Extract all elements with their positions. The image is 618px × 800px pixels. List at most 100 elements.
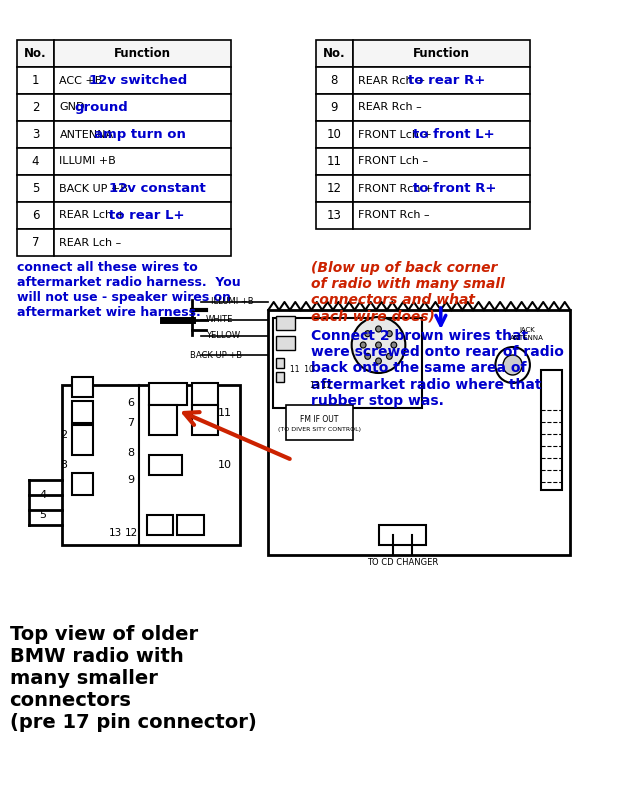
Text: 11: 11 bbox=[327, 155, 342, 168]
Circle shape bbox=[376, 342, 381, 348]
Bar bbox=[54, 67, 231, 94]
Text: 11: 11 bbox=[218, 408, 232, 418]
Bar bbox=[17, 121, 54, 148]
Text: 9: 9 bbox=[127, 475, 134, 485]
Bar bbox=[353, 40, 530, 67]
Bar bbox=[54, 148, 231, 175]
Text: 2: 2 bbox=[32, 101, 39, 114]
Text: 12v constant: 12v constant bbox=[109, 182, 206, 195]
Text: WHITE: WHITE bbox=[206, 315, 234, 325]
Text: 11  10: 11 10 bbox=[290, 366, 314, 374]
Bar bbox=[17, 229, 54, 256]
Circle shape bbox=[391, 342, 397, 348]
Text: to front R+: to front R+ bbox=[413, 182, 497, 195]
Bar bbox=[316, 175, 353, 202]
Bar bbox=[72, 401, 93, 423]
Circle shape bbox=[496, 347, 530, 383]
Circle shape bbox=[365, 330, 371, 337]
Text: REAR Lch +: REAR Lch + bbox=[59, 210, 125, 221]
Bar bbox=[17, 94, 54, 121]
Circle shape bbox=[386, 330, 392, 337]
Bar bbox=[316, 202, 353, 229]
Text: 13 12: 13 12 bbox=[310, 381, 332, 390]
Bar bbox=[541, 370, 562, 490]
Text: ground: ground bbox=[74, 101, 128, 114]
Bar bbox=[316, 67, 353, 94]
Circle shape bbox=[376, 326, 381, 332]
Text: ILLUMI +B: ILLUMI +B bbox=[59, 157, 116, 166]
Bar bbox=[353, 148, 530, 175]
Text: 5: 5 bbox=[32, 182, 39, 195]
Text: GND: GND bbox=[59, 102, 85, 113]
Bar bbox=[273, 318, 421, 408]
Text: REAR Lch –: REAR Lch – bbox=[59, 238, 122, 247]
Text: FM IF OUT: FM IF OUT bbox=[300, 415, 338, 425]
Bar bbox=[353, 202, 530, 229]
Bar bbox=[72, 425, 93, 455]
Text: ANTENNA: ANTENNA bbox=[59, 130, 114, 139]
Text: YELLOW: YELLOW bbox=[206, 331, 240, 341]
Bar bbox=[17, 148, 54, 175]
Bar bbox=[148, 405, 177, 435]
Text: Function: Function bbox=[413, 47, 470, 60]
Text: 6: 6 bbox=[32, 209, 39, 222]
Bar bbox=[54, 202, 231, 229]
Text: 4: 4 bbox=[40, 490, 47, 500]
Bar bbox=[17, 175, 54, 202]
Text: to front L+: to front L+ bbox=[413, 128, 495, 141]
Text: BACK UP +B: BACK UP +B bbox=[59, 183, 129, 194]
Text: ANTENNA: ANTENNA bbox=[510, 335, 544, 341]
Text: No.: No. bbox=[24, 47, 47, 60]
Bar bbox=[192, 383, 219, 405]
Bar bbox=[54, 229, 231, 256]
Bar bbox=[378, 525, 426, 545]
Bar bbox=[316, 40, 353, 67]
Bar bbox=[316, 148, 353, 175]
Bar bbox=[268, 310, 570, 555]
Bar bbox=[353, 94, 530, 121]
Bar bbox=[286, 405, 353, 440]
Text: JACK: JACK bbox=[519, 327, 535, 333]
Circle shape bbox=[386, 354, 392, 359]
Text: ACC +B: ACC +B bbox=[59, 75, 103, 86]
Bar bbox=[54, 40, 231, 67]
Bar bbox=[276, 316, 295, 330]
Circle shape bbox=[352, 317, 405, 373]
Text: 13: 13 bbox=[108, 528, 122, 538]
Text: ILLUMI +B: ILLUMI +B bbox=[211, 298, 253, 306]
Text: 5: 5 bbox=[40, 510, 46, 520]
Text: BACK UP +B: BACK UP +B bbox=[190, 350, 242, 359]
Bar bbox=[54, 121, 231, 148]
Text: amp turn on: amp turn on bbox=[95, 128, 186, 141]
Bar bbox=[177, 515, 204, 535]
Bar bbox=[62, 385, 240, 545]
Text: REAR Rch +: REAR Rch + bbox=[358, 75, 426, 86]
Text: Connect 2 brown wires that
were screwed onto rear of radio
back onto the same ar: Connect 2 brown wires that were screwed … bbox=[311, 329, 564, 408]
Bar bbox=[316, 121, 353, 148]
Bar bbox=[276, 372, 284, 382]
Text: REAR Rch –: REAR Rch – bbox=[358, 102, 422, 113]
Text: 12: 12 bbox=[125, 528, 138, 538]
Text: Top view of older
BMW radio with
many smaller
connectors
(pre 17 pin connector): Top view of older BMW radio with many sm… bbox=[10, 625, 256, 732]
Text: 2: 2 bbox=[60, 430, 67, 440]
Text: 12: 12 bbox=[327, 182, 342, 195]
Text: 12v switched: 12v switched bbox=[90, 74, 187, 87]
Text: FRONT Rch +: FRONT Rch + bbox=[358, 183, 434, 194]
Bar bbox=[17, 40, 54, 67]
Text: Function: Function bbox=[114, 47, 171, 60]
Text: 3: 3 bbox=[60, 460, 67, 470]
Bar bbox=[72, 377, 93, 397]
Text: 10: 10 bbox=[327, 128, 342, 141]
Text: 6: 6 bbox=[127, 398, 134, 408]
Text: 4: 4 bbox=[32, 155, 39, 168]
Circle shape bbox=[365, 354, 371, 359]
Bar bbox=[17, 67, 54, 94]
Text: 7: 7 bbox=[32, 236, 39, 249]
Circle shape bbox=[503, 355, 522, 375]
Bar bbox=[353, 67, 530, 94]
Bar bbox=[54, 175, 231, 202]
Text: 10: 10 bbox=[218, 460, 232, 470]
Text: (Blow up of back corner
of radio with many small
connectors and what
each wire d: (Blow up of back corner of radio with ma… bbox=[311, 261, 506, 323]
Text: FRONT Lch +: FRONT Lch + bbox=[358, 130, 432, 139]
Text: TO CD CHANGER: TO CD CHANGER bbox=[367, 558, 438, 567]
